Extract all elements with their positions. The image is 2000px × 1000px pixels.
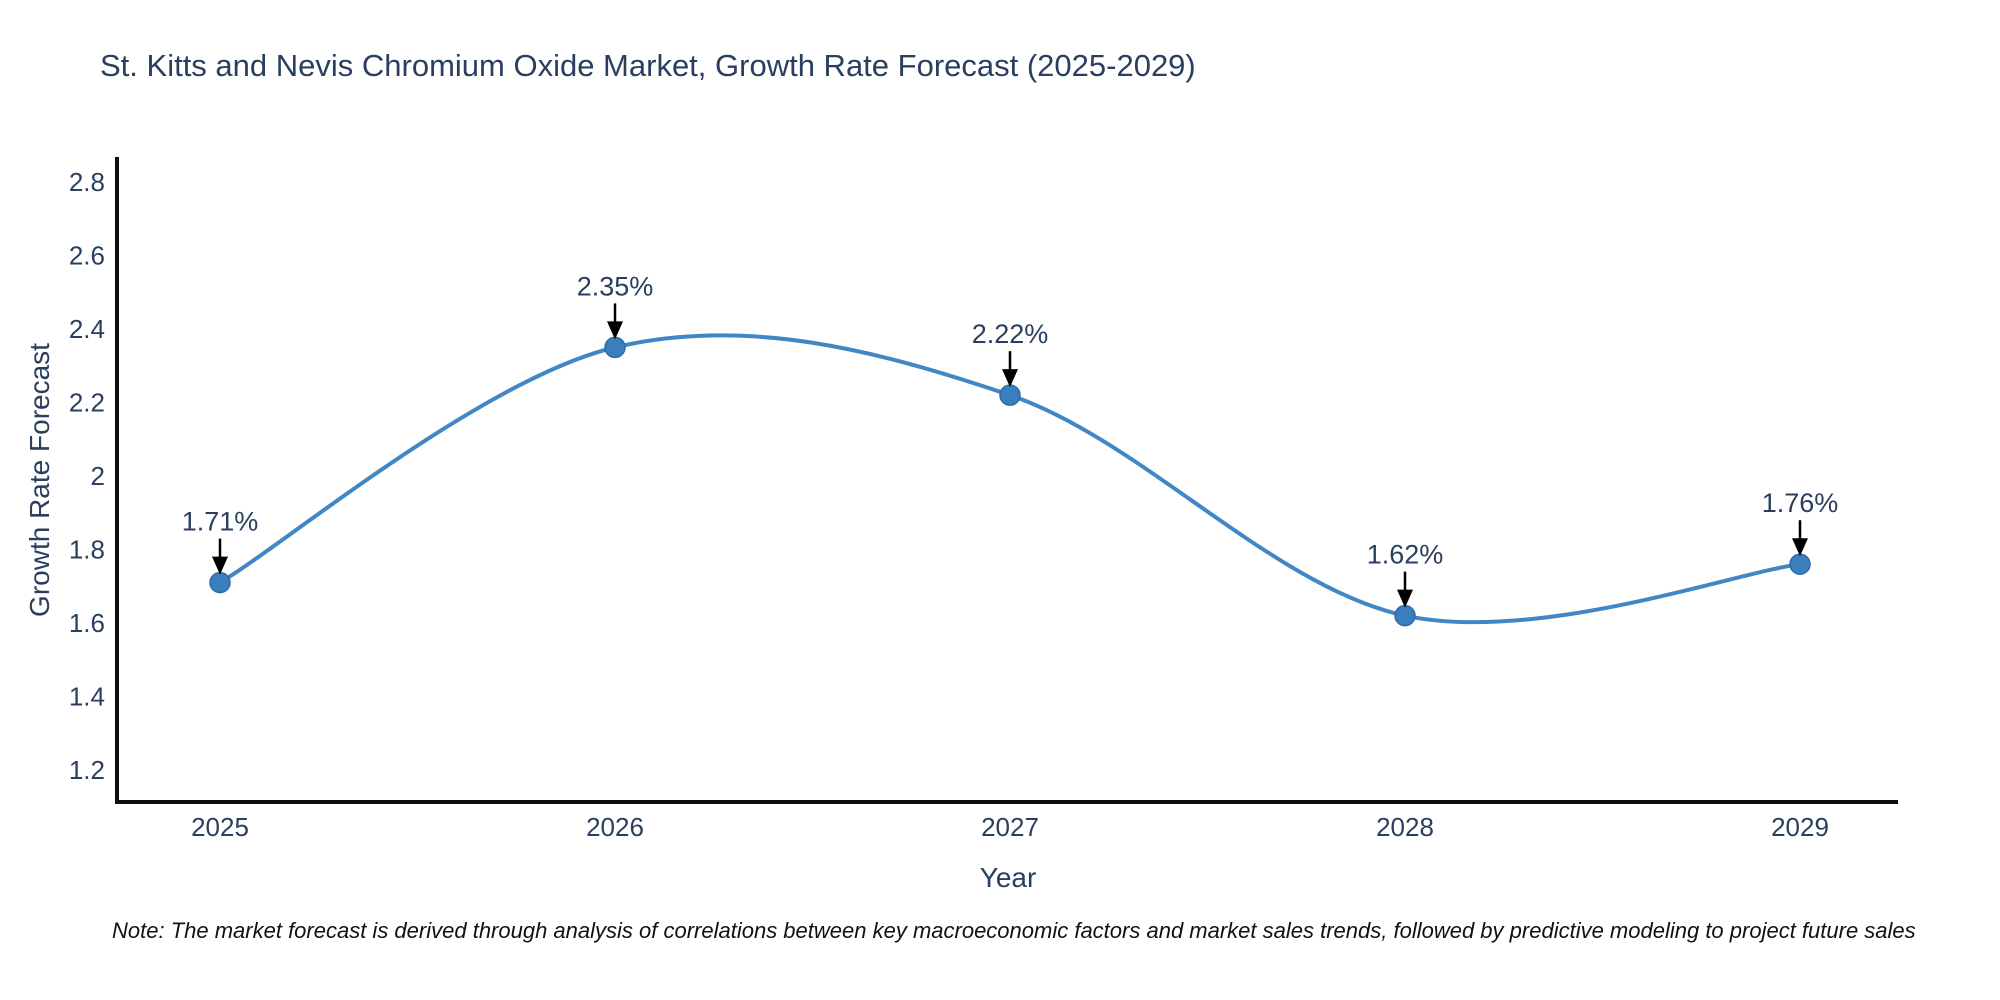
x-tick-label: 2028 — [1376, 812, 1434, 842]
y-tick-label: 2.2 — [69, 388, 105, 418]
annotation-label: 1.62% — [1367, 540, 1444, 570]
annotation-arrowhead-icon — [607, 321, 623, 340]
y-tick-label: 2.4 — [69, 314, 105, 344]
x-tick-label: 2025 — [191, 812, 249, 842]
annotation-label: 2.35% — [577, 271, 654, 301]
annotation-arrowhead-icon — [1002, 369, 1018, 388]
data-point-marker[interactable] — [1394, 604, 1416, 627]
footnote: Note: The market forecast is derived thr… — [112, 918, 1916, 943]
y-tick-label: 1.2 — [69, 755, 105, 785]
y-tick-label: 1.8 — [69, 535, 105, 565]
data-point-marker[interactable] — [209, 571, 231, 594]
annotation-arrowhead-icon — [1397, 589, 1413, 608]
y-tick-label: 2 — [91, 461, 105, 491]
data-point-marker[interactable] — [1789, 553, 1811, 575]
x-tick-label: 2026 — [586, 812, 644, 842]
chart-title: St. Kitts and Nevis Chromium Oxide Marke… — [100, 48, 1196, 83]
y-tick-label: 1.6 — [69, 608, 105, 638]
annotation-label: 1.71% — [182, 507, 259, 537]
x-axis-title: Year — [979, 862, 1037, 893]
annotation-label: 2.22% — [972, 319, 1049, 349]
y-tick-label: 1.4 — [69, 682, 105, 712]
y-tick-label: 2.6 — [69, 241, 105, 271]
x-tick-label: 2029 — [1771, 812, 1829, 842]
annotation-label: 1.76% — [1762, 488, 1839, 518]
x-tick-label: 2027 — [981, 812, 1039, 842]
data-point-marker[interactable] — [999, 384, 1021, 406]
y-tick-label: 2.8 — [69, 167, 105, 197]
annotation-arrowhead-icon — [212, 556, 228, 575]
data-point-marker[interactable] — [604, 336, 626, 359]
annotation-arrowhead-icon — [1792, 538, 1808, 557]
